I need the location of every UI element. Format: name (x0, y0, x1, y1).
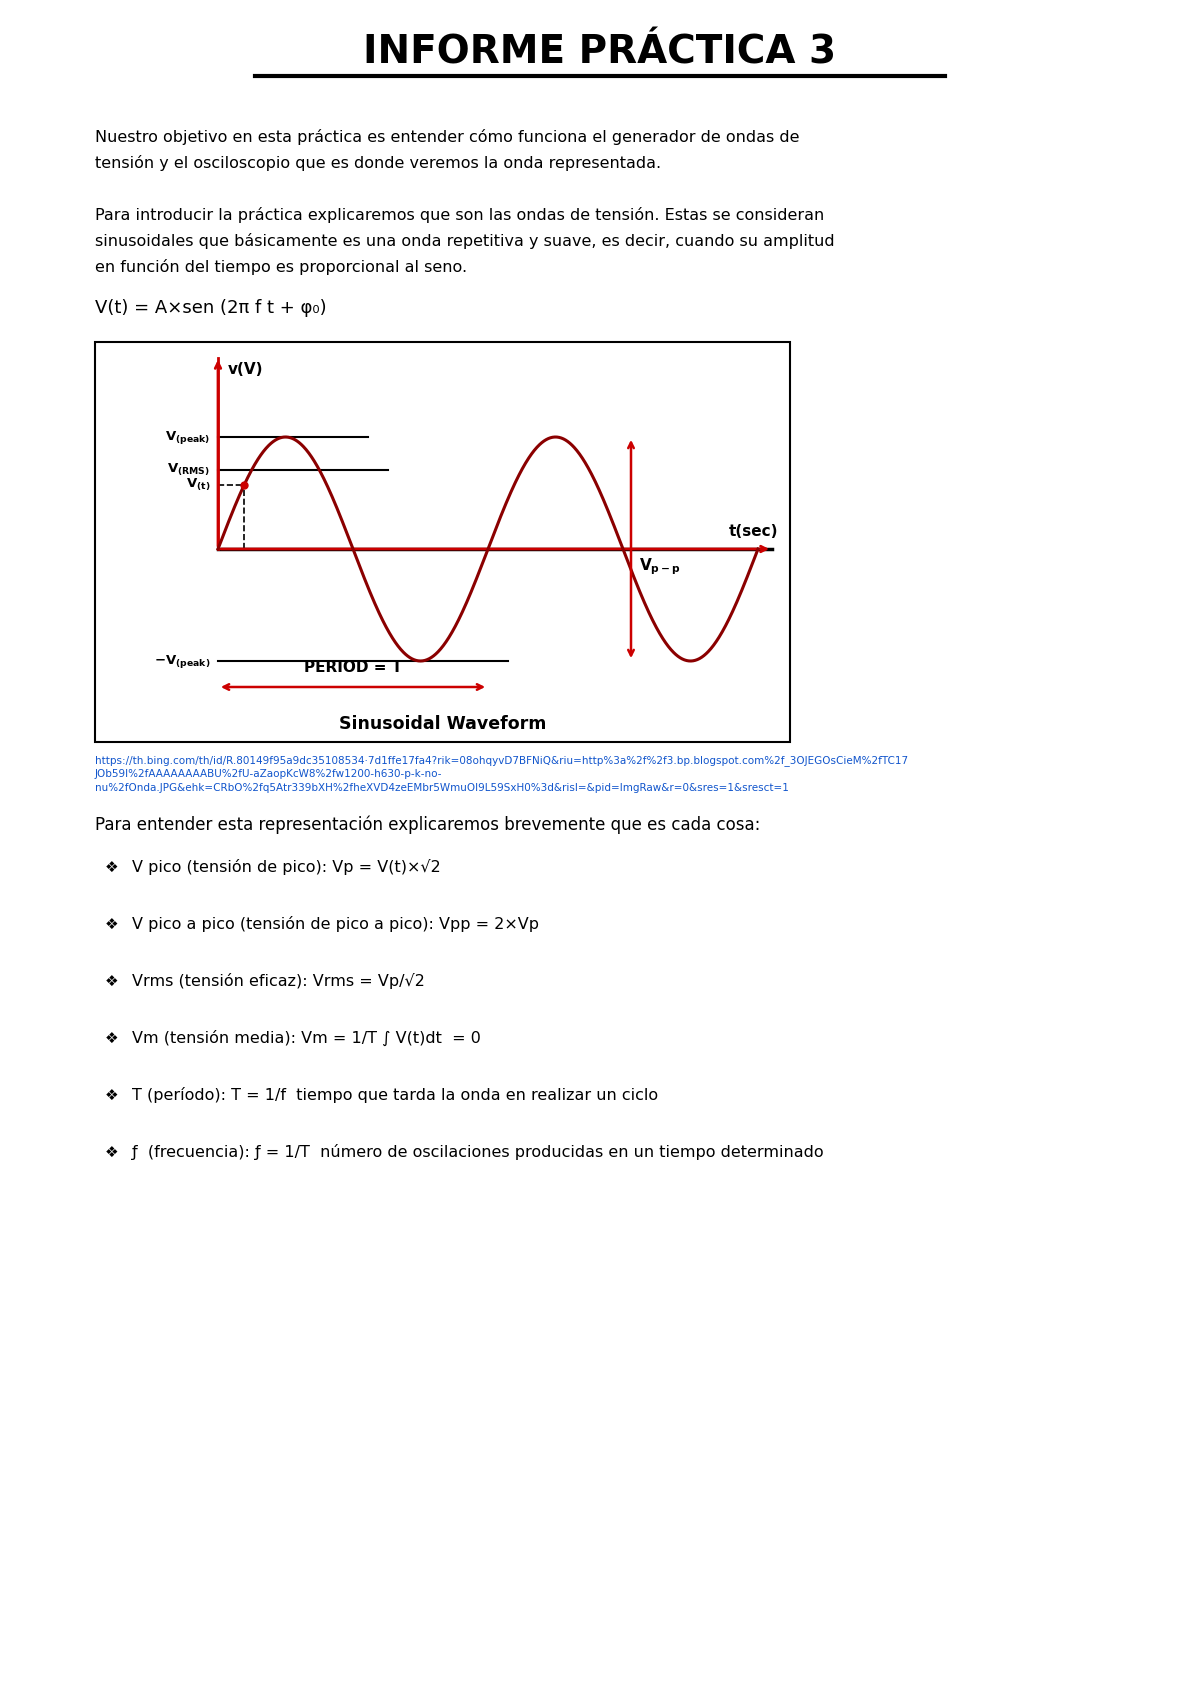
Text: ❖: ❖ (106, 916, 119, 932)
Text: Para introducir la práctica explicaremos que son las ondas de tensión. Estas se : Para introducir la práctica explicaremos… (95, 207, 824, 222)
Bar (95, 343, 790, 742)
Text: Sinusoidal Waveform: Sinusoidal Waveform (338, 714, 546, 733)
Text: $\mathbf{V_{(t)}}$: $\mathbf{V_{(t)}}$ (186, 477, 210, 494)
Text: INFORME PRÁCTICA 3: INFORME PRÁCTICA 3 (364, 32, 836, 71)
Text: $\mathbf{V_{(RMS)}}$: $\mathbf{V_{(RMS)}}$ (167, 462, 210, 479)
Text: Para entender esta representación explicaremos brevemente que es cada cosa:: Para entender esta representación explic… (95, 815, 761, 833)
Text: ƒ  (frecuencia): ƒ = 1/T  número de oscilaciones producidas en un tiempo determi: ƒ (frecuencia): ƒ = 1/T número de oscila… (132, 1144, 823, 1161)
Text: ❖: ❖ (106, 1144, 119, 1159)
Text: en función del tiempo es proporcional al seno.: en función del tiempo es proporcional al… (95, 260, 467, 275)
Text: Vm (tensión media): Vm = 1/T ∫ V(t)dt  = 0: Vm (tensión media): Vm = 1/T ∫ V(t)dt = … (132, 1030, 481, 1045)
Text: V pico a pico (tensión de pico a pico): Vpp = 2×Vp: V pico a pico (tensión de pico a pico): … (132, 916, 539, 932)
Text: T (período): T = 1/f  tiempo que tarda la onda en realizar un ciclo: T (período): T = 1/f tiempo que tarda la… (132, 1088, 658, 1103)
Text: ❖: ❖ (106, 1088, 119, 1103)
Text: t(sec): t(sec) (728, 524, 778, 540)
Text: ❖: ❖ (106, 859, 119, 874)
Text: v(V): v(V) (228, 361, 264, 377)
Text: Vrms (tensión eficaz): Vrms = Vp/√2: Vrms (tensión eficaz): Vrms = Vp/√2 (132, 972, 425, 989)
Text: ❖: ❖ (106, 974, 119, 988)
Text: V pico (tensión de pico): Vp = V(t)×√2: V pico (tensión de pico): Vp = V(t)×√2 (132, 859, 440, 876)
Text: tensión y el osciloscopio que es donde veremos la onda representada.: tensión y el osciloscopio que es donde v… (95, 154, 661, 171)
Text: https://th.bing.com/th/id/R.80149f95a9dc35108534·7d1ffe17fa4?rik=08ohqyvD7BFNiQ&: https://th.bing.com/th/id/R.80149f95a9dc… (95, 755, 908, 765)
Text: JOb59I%2fAAAAAAAABU%2fU-aZaopKcW8%2fw1200-h630-p-k-no-: JOb59I%2fAAAAAAAABU%2fU-aZaopKcW8%2fw120… (95, 769, 443, 779)
Text: V(t) = A×sen (2π f t + φ₀): V(t) = A×sen (2π f t + φ₀) (95, 299, 326, 317)
Text: $\mathbf{V_{(peak)}}$: $\mathbf{V_{(peak)}}$ (164, 429, 210, 446)
Text: $\mathbf{- V_{(peak)}}$: $\mathbf{- V_{(peak)}}$ (154, 653, 210, 670)
Text: PERIOD = T: PERIOD = T (304, 660, 402, 675)
Text: sinusoidales que básicamente es una onda repetitiva y suave, es decir, cuando su: sinusoidales que básicamente es una onda… (95, 232, 835, 249)
Text: nu%2fOnda.JPG&ehk=CRbO%2fq5Atr339bXH%2fheXVD4zeEMbr5WmuOI9L59SxH0%3d&risl=&pid=I: nu%2fOnda.JPG&ehk=CRbO%2fq5Atr339bXH%2fh… (95, 782, 788, 792)
Text: ❖: ❖ (106, 1030, 119, 1045)
Text: Nuestro objetivo en esta práctica es entender cómo funciona el generador de onda: Nuestro objetivo en esta práctica es ent… (95, 129, 799, 144)
Text: $\mathbf{V_{p-p}}$: $\mathbf{V_{p-p}}$ (640, 557, 680, 577)
